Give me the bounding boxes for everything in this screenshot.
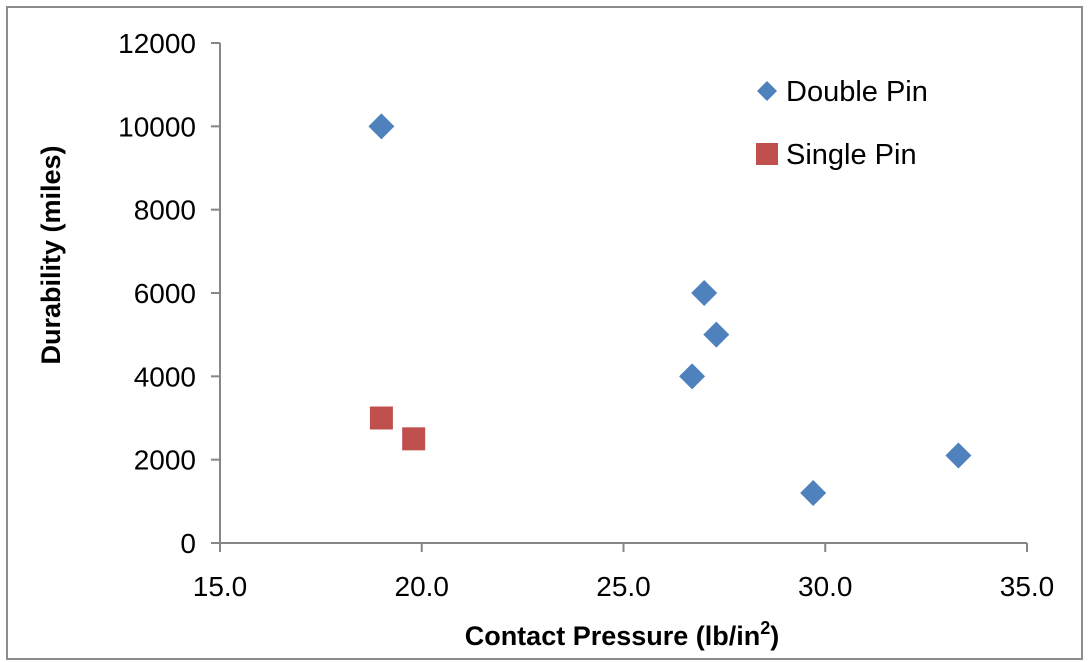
x-tick-label: 15.0: [193, 571, 248, 602]
y-tick-label: 0: [180, 528, 196, 559]
double-pin-point: [368, 113, 395, 140]
y-tick-label: 12000: [118, 28, 196, 59]
legend-double-pin-marker: [757, 81, 777, 101]
legend-double-pin-label: Double Pin: [786, 76, 928, 108]
single-pin-point: [402, 427, 426, 451]
y-tick-label: 2000: [134, 445, 196, 476]
legend-single-pin-marker: [756, 143, 778, 165]
y-axis-title: Durability (miles): [36, 145, 66, 364]
x-tick-label: 20.0: [395, 571, 450, 602]
y-ticks: 0 2000 4000 6000 8000 10000 12000: [118, 28, 220, 559]
double-pin-point: [679, 363, 706, 390]
axes: [219, 43, 1027, 544]
double-pin-point: [945, 442, 972, 469]
y-tick-label: 6000: [134, 278, 196, 309]
x-axis-title: Contact Pressure (lb/in2): [465, 618, 780, 651]
x-tick-label: 35.0: [1000, 571, 1055, 602]
double-pin-point: [703, 321, 730, 348]
x-axis-title-text: Contact Pressure (lb/in: [465, 621, 761, 651]
y-tick-label: 10000: [118, 111, 196, 142]
x-ticks: 15.0 20.0 25.0 30.0 35.0: [193, 543, 1055, 602]
y-tick-label: 8000: [134, 195, 196, 226]
x-tick-label: 30.0: [798, 571, 853, 602]
legend: Double Pin Single Pin: [756, 76, 928, 171]
double-pin-point: [691, 280, 718, 306]
double-pin-point: [800, 480, 827, 506]
y-tick-label: 4000: [134, 361, 196, 392]
x-axis-title-superscript: 2: [760, 618, 770, 638]
x-tick-label: 25.0: [596, 571, 651, 602]
x-axis-title-suffix: ): [770, 621, 779, 651]
legend-single-pin-label: Single Pin: [786, 139, 917, 171]
data-points: [368, 113, 972, 506]
chart-frame: [6, 6, 1083, 660]
single-pin-point: [369, 406, 393, 430]
